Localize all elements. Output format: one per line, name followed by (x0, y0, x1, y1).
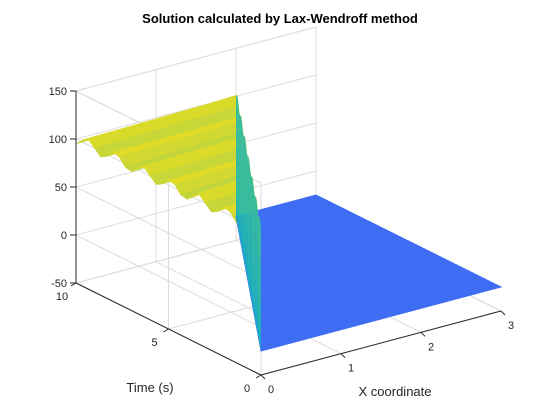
x-tick-label: 0 (268, 384, 274, 396)
x-axis-label: X coordinate (359, 384, 432, 399)
surface-patch (240, 223, 241, 244)
x-tick-mark (340, 353, 346, 359)
surface-patch (247, 156, 249, 264)
x-axis-line (260, 310, 502, 376)
surface-patch (254, 299, 256, 320)
surface-patch (251, 176, 253, 286)
surface-patch (237, 98, 239, 210)
y-tick-mark (255, 374, 262, 379)
y-tick-label: 5 (151, 337, 157, 349)
surface-patch (236, 95, 237, 201)
axis-ticks: 0 1 2 3 0 5 10-50 0 50 100 150 (49, 86, 514, 396)
surface-patch (254, 194, 256, 300)
surface-patch (257, 317, 259, 338)
surface-patch (248, 267, 250, 289)
surface-patch (253, 186, 255, 295)
surface-patch (236, 200, 237, 221)
surface-patch (260, 219, 261, 331)
grid-line (75, 186, 262, 280)
surface-patch (250, 276, 251, 298)
surface-patch (238, 214, 240, 235)
surface-patch (236, 95, 238, 206)
surface-patch (246, 146, 247, 255)
y-tick-mark (163, 328, 169, 333)
z-tick-label: 50 (55, 182, 67, 194)
surface-patch (240, 116, 241, 224)
surface-patch (251, 285, 253, 307)
surface-patch (246, 258, 248, 280)
surface-patch (241, 121, 243, 232)
surface-patch (239, 218, 241, 239)
z-tick-label: 100 (49, 134, 67, 146)
grid-line (75, 234, 262, 328)
surface-patch (245, 138, 246, 250)
surface-patch (259, 326, 261, 347)
surface-patch (249, 162, 251, 273)
surface-patch (237, 209, 239, 230)
surface-patch (255, 303, 256, 325)
surface-patch (246, 154, 248, 259)
chart-title: Solution calculated by Lax-Wendroff meth… (142, 11, 418, 26)
surface-patch (256, 312, 258, 334)
z-tick-label: -50 (51, 278, 67, 290)
x-tick-mark (420, 331, 426, 337)
y-tick-label: 0 (244, 383, 250, 395)
surface-patch (251, 281, 252, 302)
x-tick-label: 2 (428, 341, 434, 353)
surface-patch (258, 216, 260, 322)
surface-patch (246, 254, 247, 275)
surface-patch (238, 105, 240, 215)
surface-patch (241, 232, 243, 253)
z-tick-label: 150 (49, 86, 67, 98)
grid-line (75, 26, 317, 92)
x-tick-mark (500, 310, 506, 316)
surface-patch (259, 217, 261, 327)
surface-patch (241, 116, 242, 228)
surface-patch (253, 294, 255, 316)
grid-line (75, 74, 317, 140)
surface-patch (247, 263, 249, 284)
surface-patch (243, 135, 245, 241)
surface-patch (245, 249, 246, 271)
surface-patch (239, 113, 241, 219)
grid-line (75, 170, 317, 236)
surface-patch (241, 227, 242, 248)
surface-patch (257, 211, 259, 318)
surface-patch (243, 240, 245, 262)
surface-patch (256, 308, 257, 329)
surface-patch (242, 130, 244, 237)
surface-patch (244, 136, 246, 246)
surface-patch (249, 272, 251, 293)
surface-patch (252, 178, 254, 291)
surface-patch (244, 245, 246, 266)
surface-patch (236, 205, 238, 226)
surface-patch (256, 202, 258, 313)
surface-patch (255, 196, 256, 304)
surface-patch (256, 197, 257, 309)
surface-mesh (75, 95, 503, 352)
y-tick-label: 10 (56, 291, 68, 303)
x-tick-label: 3 (508, 320, 514, 332)
surface-patch (235, 194, 503, 352)
surface-patch (252, 290, 254, 311)
y-axis-label: Time (s) (126, 380, 173, 395)
surface-patch (250, 171, 251, 277)
x-tick-mark (260, 374, 266, 380)
z-tick-label: 0 (61, 230, 67, 242)
surface-patch (260, 330, 261, 351)
surface-patch (242, 236, 244, 257)
surface-patch (251, 176, 252, 282)
surface-patch (258, 321, 260, 343)
surface-patch (248, 156, 250, 268)
x-tick-label: 1 (348, 363, 354, 375)
